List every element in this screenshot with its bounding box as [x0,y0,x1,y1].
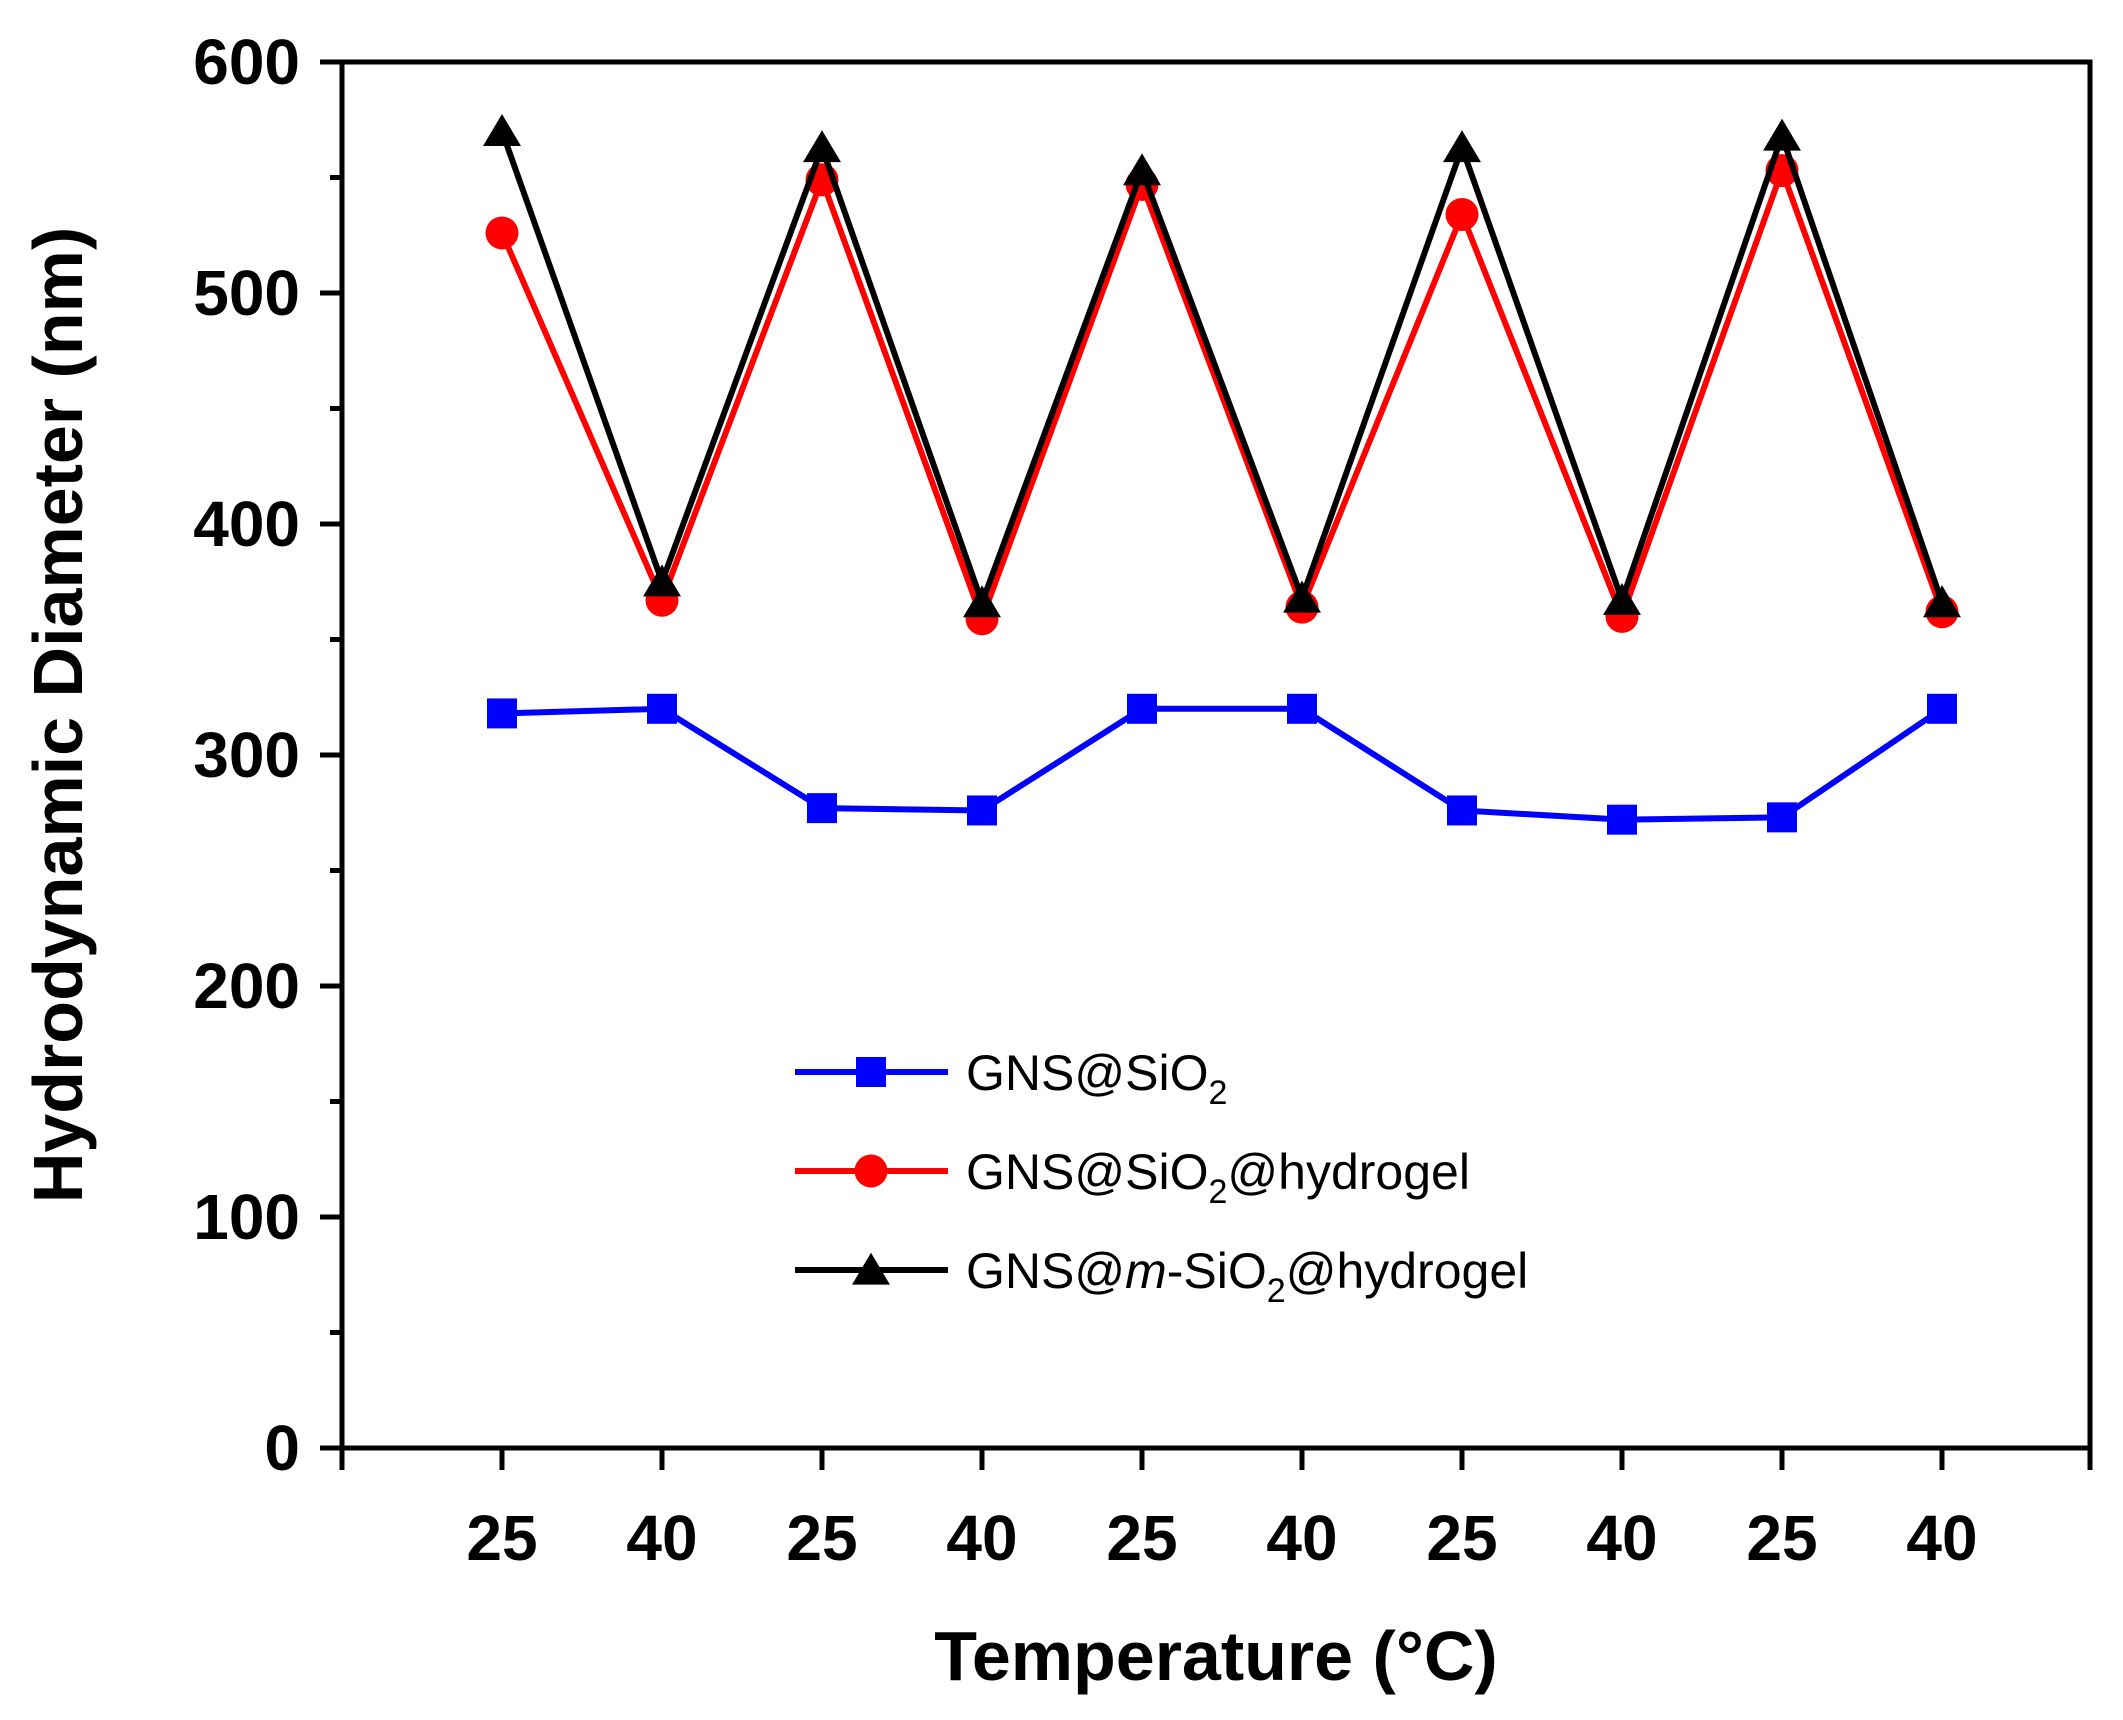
legend-label-part: -SiO [1167,1243,1267,1299]
legend-label: GNS@m-SiO2@hydrogel [966,1243,1528,1310]
legend-item: GNS@SiO2@hydrogel [795,1144,1470,1211]
x-tick-label: 25 [1746,1502,1817,1574]
data-point [1763,118,1801,151]
x-tick-label: 25 [466,1502,537,1574]
legend-marker [854,1154,888,1188]
x-tick-label: 40 [1906,1502,1977,1574]
legend-label: GNS@SiO2 [966,1045,1227,1112]
legend-label-part: 2 [1208,1173,1227,1211]
legend-label-part: @hydrogel [1227,1144,1470,1200]
x-tick-label: 40 [626,1502,697,1574]
x-axis-title: Temperature (°C) [934,1617,1497,1695]
x-tick-label: 25 [786,1502,857,1574]
data-point [1127,693,1157,724]
y-tick-label: 300 [193,719,300,791]
x-tick-label: 40 [1266,1502,1337,1574]
data-point [1287,693,1317,724]
data-point [807,793,837,824]
data-point [1445,197,1479,231]
legend-label-part: GNS@SiO [966,1045,1208,1101]
data-point [1283,580,1321,613]
series-line [501,705,1944,823]
x-tick-label: 40 [946,1502,1017,1574]
data-point [647,693,677,724]
series-line [499,161,1945,628]
legend: GNS@SiO2GNS@SiO2@hydrogelGNS@m-SiO2@hydr… [795,1045,1528,1310]
data-point [1123,153,1161,186]
data-point [1923,585,1961,618]
y-tick-label: 400 [193,488,300,560]
series-line [499,126,1945,612]
legend-label-part: GNS@SiO [966,1144,1208,1200]
x-tick-label: 25 [1426,1502,1497,1574]
series-GNS@m-SiO2@hydrogel [483,114,1961,618]
y-axis-title: Hydrodynamic Diameter (nm) [19,227,97,1203]
legend-label: GNS@SiO2@hydrogel [966,1144,1470,1211]
y-tick-label: 100 [193,1181,300,1253]
x-tick-label: 40 [1586,1502,1657,1574]
data-point [487,698,517,729]
series-GNS@SiO2@hydrogel [485,154,1959,636]
axes: 0 100 200 300 400 500 600 25 40 25 40 25 40 25 40 25 40 [193,26,2093,1574]
y-tick-label: 200 [193,950,300,1022]
legend-marker [856,1057,886,1087]
legend-label-part: 2 [1267,1272,1286,1310]
series-GNS@SiO2 [487,693,1957,835]
legend-marker [852,1252,890,1285]
data-point [1603,582,1641,615]
legend-item: GNS@m-SiO2@hydrogel [795,1243,1528,1310]
y-tick-label: 500 [193,257,300,329]
legend-label-part: @hydrogel [1286,1243,1529,1299]
data-point [1447,795,1477,826]
data-point [1607,804,1637,835]
data-point [1767,802,1797,833]
x-tick-label: 25 [1106,1502,1177,1574]
series-layer [483,114,1961,835]
data-point [643,564,681,597]
legend-label-part: GNS@ [966,1243,1125,1299]
data-point [963,585,1001,618]
data-point [1927,693,1957,724]
legend-label-part: m [1125,1243,1167,1299]
legend-label-part: 2 [1208,1074,1227,1112]
y-tick-label: 600 [193,26,300,98]
data-point [967,795,997,826]
data-point [803,130,841,163]
data-point [485,216,519,250]
data-point [483,114,521,146]
data-point [1443,130,1481,163]
y-tick-label: 0 [264,1412,300,1484]
legend-item: GNS@SiO2 [795,1045,1227,1112]
